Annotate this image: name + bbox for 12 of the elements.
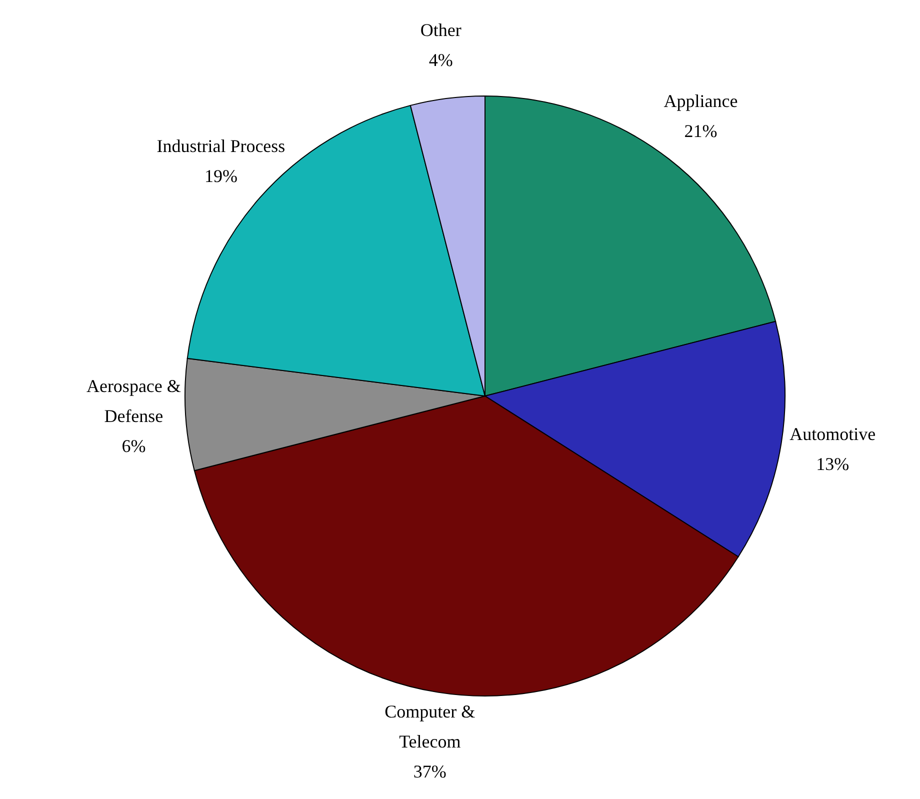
data-label: 37% bbox=[413, 762, 446, 782]
data-label: 4% bbox=[428, 50, 453, 70]
slice-label: Aerospace & Defense bbox=[86, 376, 181, 426]
slice-label: Automotive bbox=[790, 424, 876, 444]
data-label: 13% bbox=[816, 454, 850, 474]
data-label: 19% bbox=[204, 166, 238, 186]
data-label: 6% bbox=[122, 436, 146, 456]
slice-label: Computer & Telecom bbox=[384, 702, 476, 752]
data-label: 21% bbox=[684, 120, 718, 141]
slice-label: Industrial Process bbox=[156, 136, 286, 156]
slice-label: Appliance bbox=[664, 90, 738, 111]
slice-label: Other bbox=[420, 20, 462, 40]
